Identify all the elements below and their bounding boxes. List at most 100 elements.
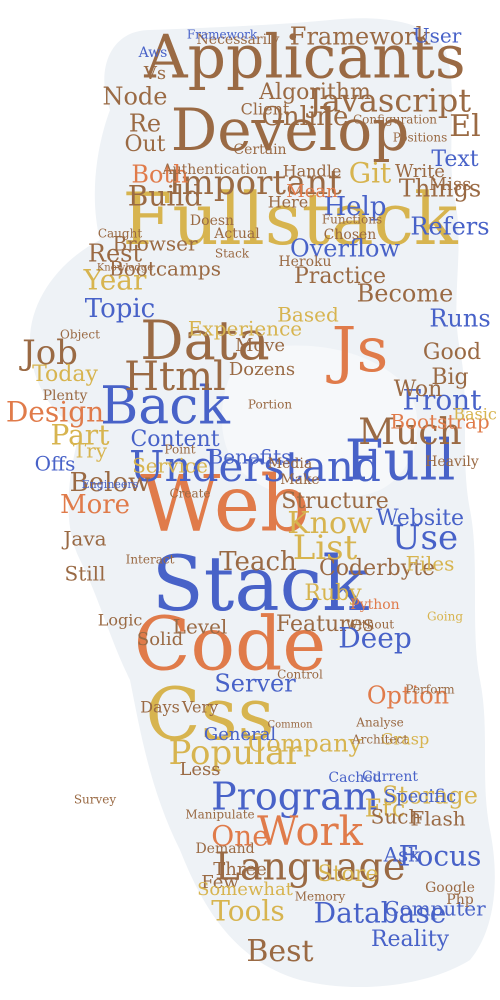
word-such: Such [371,805,422,829]
word-files: Files [406,552,455,576]
word-less: Less [179,759,220,780]
word-client: Client [241,100,290,119]
word-bootcamps: Bootcamps [109,257,221,281]
word-reality: Reality [371,927,450,952]
word-important: Important [168,163,342,203]
word-much: Much [358,412,461,453]
word-here: Here [268,193,309,212]
word-grasp: Grasp [381,730,429,749]
word-certain: Certain [233,142,286,158]
word-popular: Popular [168,733,302,773]
word-big: Big [431,365,468,390]
word-based: Based [277,303,339,327]
word-configuration: Configuration [353,113,437,127]
word-heavily: Heavily [425,454,479,470]
word-deep: Deep [338,622,412,655]
word-interact: Interact [126,553,175,567]
word-js: Js [326,313,389,386]
word-mean: Mean [286,181,338,202]
word-architect: Architect [351,733,408,747]
word-make: Make [280,472,319,488]
word-server: Server [214,670,296,698]
word-good: Good [423,340,481,365]
word-logic: Logic [98,611,143,630]
word-won: Won [394,377,443,402]
word-year: Year [83,264,147,297]
word-without: Without [346,618,394,632]
word-store: Store [318,862,379,887]
word-common: Common [267,720,313,731]
word-three: Three [213,859,267,880]
word-portion: Portion [248,398,292,412]
word-option: Option [367,682,449,710]
word-aws: Aws [138,45,168,61]
word-flash: Flash [410,807,465,831]
word-front: Front [403,384,483,417]
word-php: Php [446,892,473,908]
word-one: One [211,820,269,853]
word-git: Git [349,157,392,190]
word-engineers: Engineers [82,478,139,491]
word-javascript: Javascript [306,82,471,120]
word-company: Company [248,730,363,758]
word-try: Try [73,439,108,463]
word-going: Going [427,610,463,624]
word-actual: Actual [213,226,260,242]
word-write: Write [395,161,445,182]
word-algorithm: Algorithm [258,80,371,105]
word-functions: Functions [322,213,382,227]
word-specific: Specific [384,786,456,807]
word-memory: Memory [295,890,346,904]
word-dozens: Dozens [229,359,295,380]
word-current: Current [362,769,418,785]
word-focus: Focus [399,840,482,873]
word-google: Google [425,880,475,896]
word-el: El [449,109,481,144]
word-manipulate: Manipulate [185,808,254,822]
word-control: Control [277,668,323,682]
word-framework: Framework [290,23,431,51]
word-general: General [204,724,277,745]
word-doesn: Doesn [190,213,234,229]
word-teach: Teach [219,547,297,577]
word-topic: Topic [85,294,156,324]
word-help: Help [323,192,386,222]
word-both: Both [131,161,188,189]
word-data: Data [140,309,269,372]
word-object: Object [60,328,100,342]
word-browser: Browser [112,232,198,256]
word-framework: Framework [187,28,258,42]
word-still: Still [65,562,106,586]
word-things: Things [399,175,481,203]
word-computer: Computer [384,897,486,921]
word-runs: Runs [429,305,490,333]
word-features: Features [276,612,374,637]
word-days: Days [140,698,180,717]
word-bootstrap: Bootstrap [390,410,489,434]
word-positions: Positions [393,131,448,145]
word-tools: Tools [211,895,285,928]
word-practice: Practice [294,264,386,289]
word-level: Level [173,615,228,639]
word-coderbyte: Coderbyte [319,556,435,581]
word-analyse: Analyse [355,716,403,730]
word-full: Full [345,429,456,494]
word-develop: Develop [171,96,410,164]
word-offs: Offs [35,452,76,476]
word-knowledge: Knowledge [97,263,153,274]
word-design: Design [6,396,104,429]
word-miss: Miss [429,174,472,195]
word-very: Very [181,698,218,717]
word-ask: Ask [383,843,422,867]
word-rest: Rest [88,240,143,268]
word-out: Out [124,132,165,157]
word-point: Point [164,443,195,457]
word-content: Content [130,427,219,452]
word-understand: Understand [129,442,381,491]
word-fullstack: Fullstack [122,177,459,261]
word-structure: Structure [281,489,388,514]
word-become: Become [357,280,454,308]
word-build: Build [128,180,203,213]
word-heroku: Heroku [278,254,331,270]
